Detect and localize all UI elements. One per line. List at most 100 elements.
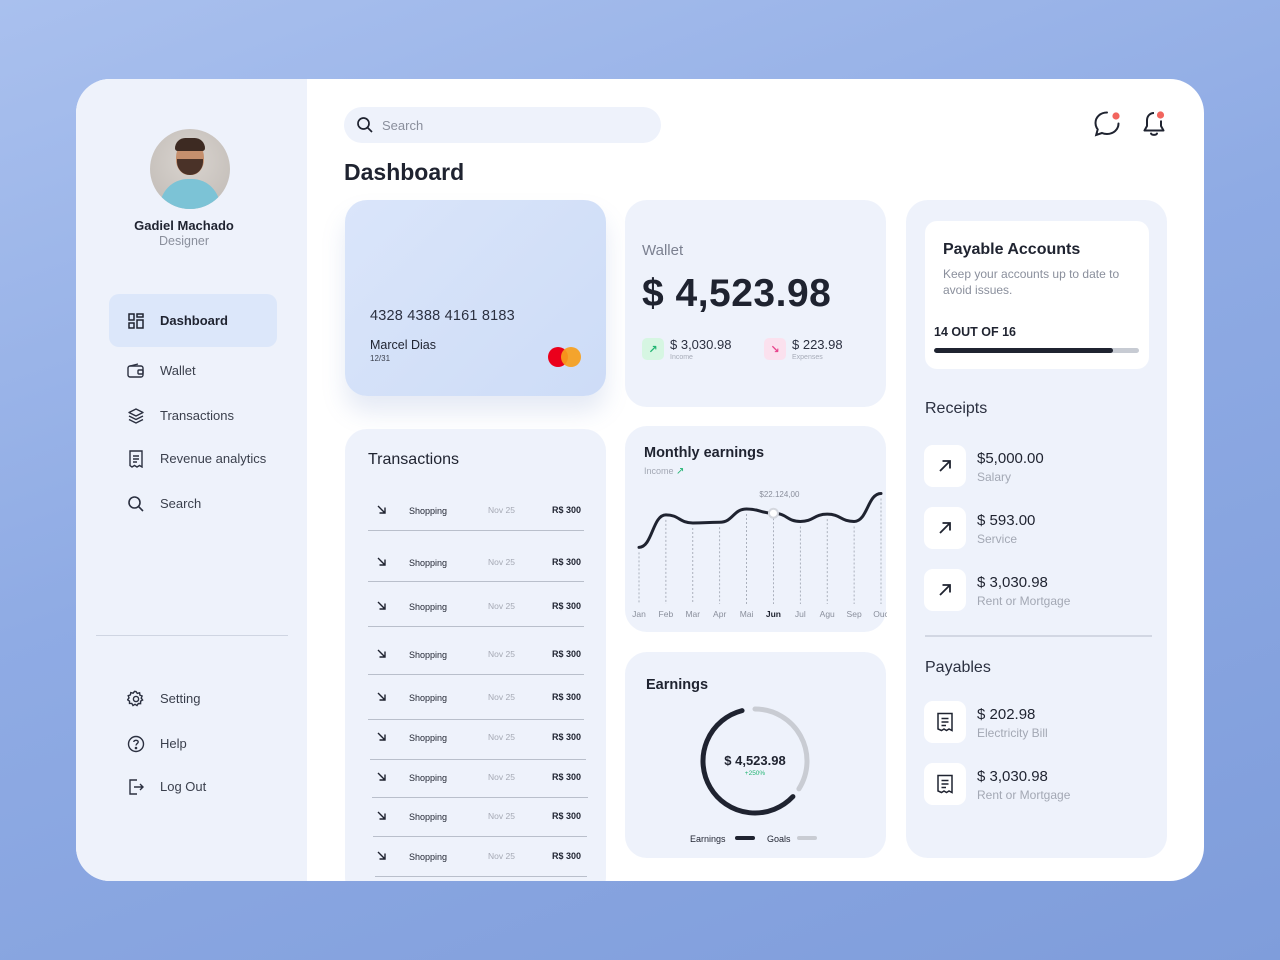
monthly-earnings-subtitle: Income ↗ bbox=[644, 466, 684, 477]
search-icon bbox=[356, 116, 374, 134]
bill-icon[interactable] bbox=[924, 763, 966, 805]
sidebar-item-dashboard[interactable]: Dashboard bbox=[109, 294, 277, 347]
arrow-down-right-icon bbox=[377, 601, 386, 610]
credit-card[interactable]: 4328 4388 4161 8183 Marcel Dias 12/31 bbox=[345, 200, 606, 396]
mastercard-logo bbox=[548, 347, 582, 367]
sidebar-item-help[interactable]: Help bbox=[109, 717, 277, 770]
card-holder: Marcel Dias bbox=[370, 338, 436, 352]
sidebar-item-wallet[interactable]: Wallet bbox=[109, 344, 277, 397]
transaction-category: Shopping bbox=[409, 506, 448, 516]
table-row[interactable]: Shopping Nov 25 R$ 300 bbox=[368, 848, 584, 868]
transaction-amount: R$ 300 bbox=[552, 811, 582, 821]
transaction-amount: R$ 300 bbox=[552, 692, 582, 702]
payable-label: Rent or Mortgage bbox=[977, 788, 1071, 802]
transaction-date: Nov 25 bbox=[488, 557, 515, 567]
row-divider bbox=[368, 626, 584, 627]
x-tick-label: Feb bbox=[659, 609, 674, 619]
bill-icon[interactable] bbox=[924, 701, 966, 743]
transaction-category: Shopping bbox=[409, 602, 448, 612]
monthly-earnings-title: Monthly earnings bbox=[644, 445, 765, 461]
transaction-amount: R$ 300 bbox=[552, 601, 582, 611]
sidebar-item-revenue-analytics[interactable]: Revenue analytics bbox=[109, 432, 277, 485]
highlight-point[interactable] bbox=[767, 507, 779, 519]
payable-accounts-title: Payable Accounts bbox=[943, 241, 1081, 258]
transaction-date: Nov 25 bbox=[488, 851, 515, 861]
earnings-donut-chart: $ 4,523.98 +250% Earnings Goals bbox=[690, 706, 817, 844]
payable-accounts-card[interactable]: Payable Accounts Keep your accounts up t… bbox=[925, 221, 1149, 369]
notification-dot bbox=[1156, 111, 1165, 119]
table-row[interactable]: Shopping Nov 25 R$ 300 bbox=[368, 769, 584, 789]
table-row[interactable]: Shopping Nov 25 R$ 300 bbox=[368, 598, 584, 618]
sidebar-item-label: Setting bbox=[160, 691, 201, 706]
table-row[interactable]: Shopping Nov 25 R$ 300 bbox=[368, 646, 584, 666]
row-divider bbox=[368, 719, 584, 720]
row-divider bbox=[368, 530, 584, 531]
search-icon bbox=[126, 494, 146, 514]
transaction-category: Shopping bbox=[409, 733, 448, 743]
transaction-category: Shopping bbox=[409, 852, 448, 862]
arrow-down-right-icon bbox=[377, 811, 386, 820]
x-tick-label: Agu bbox=[820, 609, 835, 619]
x-tick-label: Jul bbox=[795, 609, 806, 619]
user-role: Designer bbox=[158, 234, 210, 248]
payable-amount: $ 202.98 bbox=[977, 706, 1036, 723]
arrow-up-right-icon[interactable] bbox=[924, 569, 966, 611]
payable-label: Electricity Bill bbox=[977, 726, 1048, 740]
sidebar-item-search[interactable]: Search bbox=[109, 477, 277, 530]
sidebar-item-label: Help bbox=[160, 736, 187, 751]
table-row[interactable]: Shopping Nov 25 R$ 300 bbox=[368, 689, 584, 709]
sidebar-item-label: Dashboard bbox=[160, 313, 228, 328]
table-row[interactable]: Shopping Nov 25 R$ 300 bbox=[368, 502, 584, 522]
row-divider bbox=[373, 836, 587, 837]
payables-title: Payables bbox=[925, 659, 991, 676]
bell-icon[interactable] bbox=[1139, 109, 1169, 139]
arrow-down-right-icon bbox=[377, 649, 386, 658]
table-row[interactable]: Shopping Nov 25 R$ 300 bbox=[368, 808, 584, 828]
table-row[interactable]: Shopping Nov 25 R$ 300 bbox=[368, 729, 584, 749]
card-number: 4328 4388 4161 8183 bbox=[370, 308, 515, 324]
sidebar-item-label: Transactions bbox=[160, 408, 234, 423]
row-divider bbox=[375, 876, 587, 877]
earnings-arc bbox=[700, 708, 796, 816]
sidebar-item-label: Revenue analytics bbox=[160, 451, 267, 466]
legend-swatch-goals bbox=[797, 836, 817, 840]
search-input[interactable] bbox=[382, 117, 632, 133]
donut-center-change: +250% bbox=[745, 770, 766, 777]
x-tick-label: Mai bbox=[740, 609, 754, 619]
sidebar-item-transactions[interactable]: Transactions bbox=[109, 389, 277, 442]
row-divider bbox=[368, 674, 584, 675]
monthly-earnings-panel bbox=[625, 426, 886, 632]
payable-accounts-progress bbox=[934, 348, 1139, 353]
payable-accounts-description: Keep your accounts up to date to avoid i… bbox=[943, 267, 1120, 297]
arrow-up-right-icon[interactable] bbox=[924, 507, 966, 549]
subtitle-label: Income bbox=[644, 466, 674, 476]
arrow-down-right-icon bbox=[377, 772, 386, 781]
receipt-amount: $5,000.00 bbox=[977, 450, 1044, 467]
expenses-label: Expenses bbox=[792, 354, 823, 361]
receipt-label: Salary bbox=[977, 470, 1012, 484]
help-icon bbox=[126, 734, 146, 754]
layers-icon bbox=[126, 406, 146, 426]
sidebar-item-label: Search bbox=[160, 496, 202, 511]
search-bar[interactable] bbox=[344, 107, 661, 143]
wallet-amount: $ 4,523.98 bbox=[642, 272, 832, 315]
x-tick-label: Jun bbox=[766, 609, 781, 619]
arrow-up-right-icon[interactable] bbox=[924, 445, 966, 487]
card-expiry: 12/31 bbox=[370, 354, 391, 363]
earnings-panel bbox=[625, 652, 886, 858]
sidebar-divider bbox=[96, 635, 288, 636]
sidebar-item-logout[interactable]: Log Out bbox=[109, 760, 277, 813]
x-tick-label: Mar bbox=[685, 609, 700, 619]
page-title: Dashboard bbox=[344, 159, 465, 185]
arrow-down-right-icon bbox=[377, 557, 386, 566]
chat-icon[interactable] bbox=[1092, 109, 1122, 139]
monthly-earnings-chart: Jan Feb Mar Apr Mai Jun Jul Agu Sep Ouc $22.124,00 bbox=[632, 490, 887, 619]
arrow-down-right-icon bbox=[377, 505, 386, 514]
donut-center-amount: $ 4,523.98 bbox=[724, 753, 785, 768]
sidebar-item-setting[interactable]: Setting bbox=[109, 672, 277, 725]
gear-icon bbox=[126, 689, 146, 709]
row-divider bbox=[370, 759, 586, 760]
table-row[interactable]: Shopping Nov 25 R$ 300 bbox=[368, 554, 584, 574]
avatar[interactable] bbox=[150, 129, 230, 209]
transaction-amount: R$ 300 bbox=[552, 732, 582, 742]
